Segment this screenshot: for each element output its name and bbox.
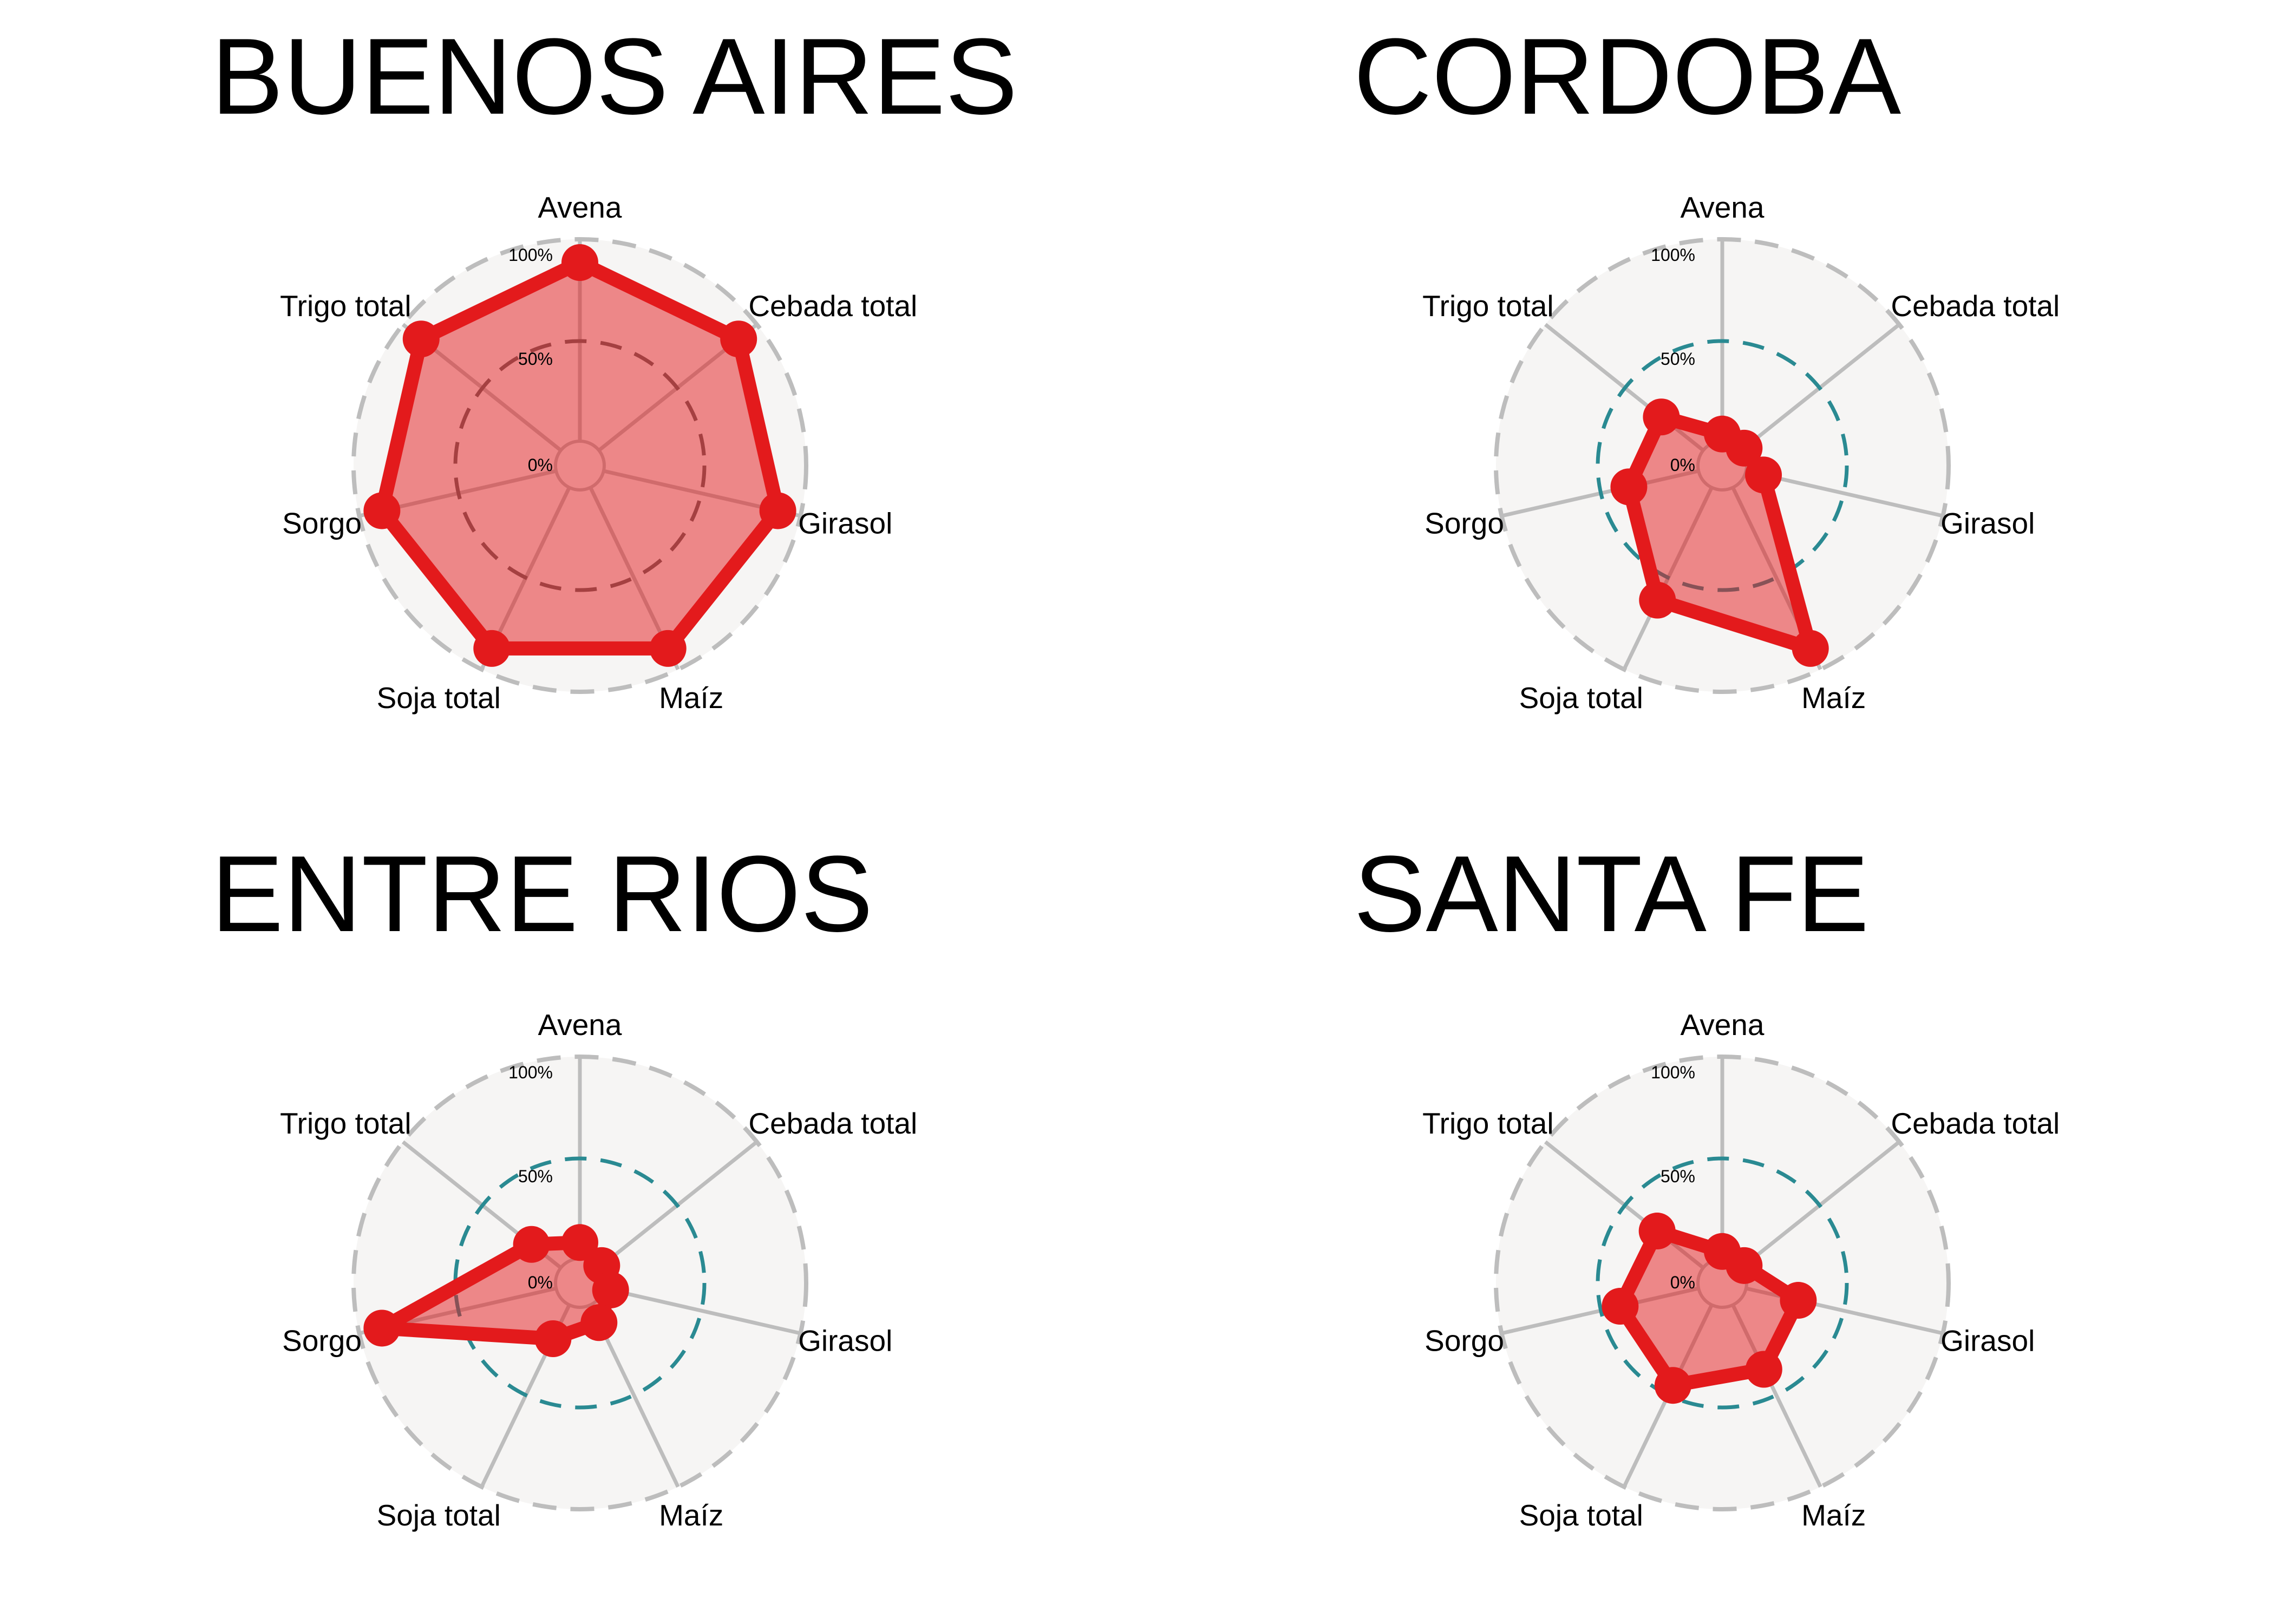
grid-ring-label: 100% (1651, 1063, 1695, 1082)
data-point (473, 630, 511, 667)
data-point (561, 1224, 598, 1261)
data-point (1639, 581, 1676, 619)
data-point (580, 1304, 618, 1341)
axis-category-label: Cebada total (748, 289, 917, 323)
data-point (1780, 1282, 1817, 1319)
data-point (363, 1309, 401, 1347)
axis-category-label: Trigo total (1422, 1106, 1554, 1140)
axis-category-label: Soja total (1519, 681, 1643, 715)
axis-category-label: Maíz (659, 681, 723, 715)
data-point (1726, 429, 1763, 467)
radar-panel: CORDOBA 100% 50% 0% Avena Cebada total Girasol… (1354, 16, 2060, 715)
axis-category-label: Avena (1681, 1008, 1765, 1042)
data-point (759, 492, 796, 529)
data-point (1610, 468, 1648, 506)
grid-ring-label: 0% (1670, 455, 1695, 475)
axis-category-label: Sorgo (282, 1324, 362, 1358)
data-point (561, 244, 598, 281)
data-point (1654, 1367, 1691, 1404)
data-point (1745, 1351, 1782, 1388)
data-point (534, 1320, 572, 1357)
axis-category-label: Avena (1681, 191, 1765, 224)
panel-title: CORDOBA (1354, 16, 1901, 137)
data-point (720, 320, 757, 358)
axis-category-label: Sorgo (1424, 507, 1504, 540)
grid-ring-label: 0% (1670, 1273, 1695, 1292)
data-point (1602, 1288, 1639, 1325)
axis-category-label: Maíz (659, 1498, 723, 1532)
grid-ring-label: 0% (528, 455, 553, 475)
data-point (513, 1226, 550, 1263)
axis-category-label: Trigo total (280, 1106, 411, 1140)
data-point (649, 630, 687, 667)
series-area (375, 256, 785, 656)
axis-category-label: Cebada total (1891, 1106, 2060, 1140)
data-point (1726, 1247, 1763, 1284)
axis-category-label: Sorgo (282, 507, 362, 540)
axis-category-label: Maíz (1801, 681, 1866, 715)
grid-ring-label: 100% (508, 1063, 553, 1082)
axis-category-label: Avena (538, 191, 622, 224)
grid-ring-label: 50% (1661, 1167, 1695, 1186)
axis-category-label: Girasol (798, 507, 892, 540)
data-point (402, 320, 440, 358)
radar-panel: ENTRE RIOS 100% 50% 0% Avena Cebada total Gira… (211, 834, 917, 1532)
axis-spoke (603, 1286, 801, 1335)
data-point (592, 1271, 629, 1308)
axis-category-label: Soja total (377, 1498, 501, 1532)
mid-grid-ring (1596, 1156, 1849, 1410)
axis-category-label: Girasol (1940, 507, 2035, 540)
mid-grid-ring (453, 1156, 707, 1410)
axis-category-label: Trigo total (1422, 289, 1554, 323)
panel-title: SANTA FE (1354, 834, 1869, 954)
data-point (363, 492, 401, 529)
axis-category-label: Cebada total (1891, 289, 2060, 323)
axis-category-label: Soja total (1519, 1498, 1643, 1532)
axis-category-label: Cebada total (748, 1106, 917, 1140)
axis-category-label: Girasol (798, 1324, 892, 1358)
axis-category-label: Girasol (1940, 1324, 2035, 1358)
radar-panel: SANTA FE 100% 50% 0% Avena Cebada total Giraso… (1354, 834, 2060, 1532)
grid-ring-label: 50% (518, 1167, 553, 1186)
grid-ring-label: 0% (528, 1273, 553, 1292)
radar-panel: BUENOS AIRES 100% 50% 0% Avena Cebada total Gi… (211, 16, 1017, 715)
grid-ring-label: 100% (508, 245, 553, 265)
data-point (1792, 630, 1829, 667)
axis-category-label: Maíz (1801, 1498, 1866, 1532)
grid-ring-label: 50% (1661, 349, 1695, 369)
panel-title: BUENOS AIRES (211, 16, 1017, 137)
data-point (1643, 398, 1680, 436)
data-point (1745, 456, 1782, 494)
axis-category-label: Trigo total (280, 289, 411, 323)
axis-category-label: Avena (538, 1008, 622, 1042)
grid-ring-label: 100% (1651, 245, 1695, 265)
axis-category-label: Soja total (377, 681, 501, 715)
grid-ring-label: 50% (518, 349, 553, 369)
panel-title: ENTRE RIOS (211, 834, 873, 954)
axis-category-label: Sorgo (1424, 1324, 1504, 1358)
data-point (1638, 1213, 1676, 1250)
